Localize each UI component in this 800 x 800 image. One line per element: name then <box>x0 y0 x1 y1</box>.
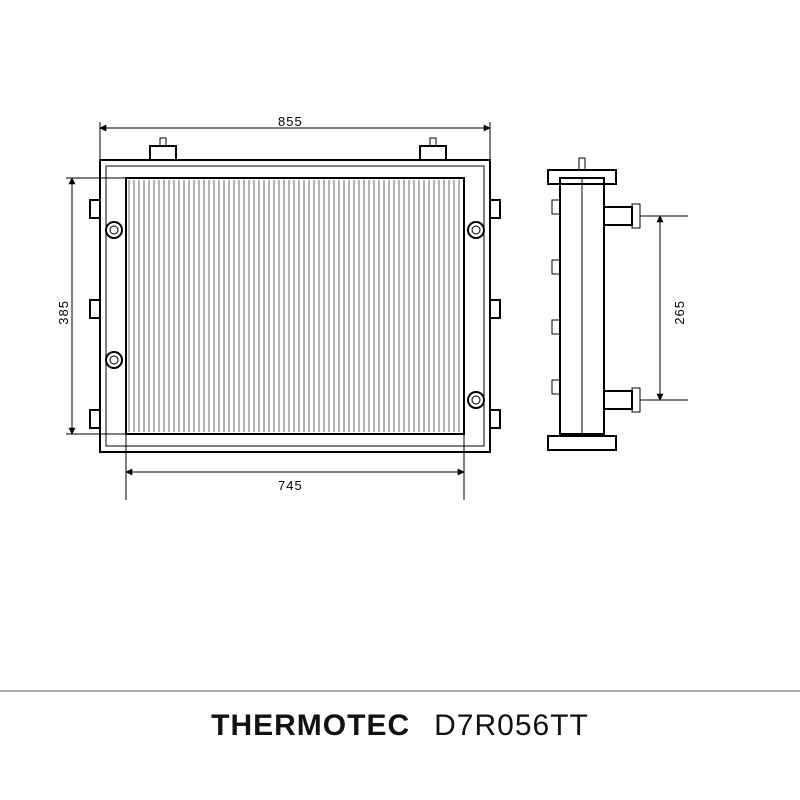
brand-name: THERMOTEC <box>211 709 410 743</box>
dimension-overall_width: 855 <box>278 114 303 129</box>
dimension-core_width: 745 <box>278 478 303 493</box>
dimension-port_span: 265 <box>672 300 687 325</box>
technical-drawing <box>0 0 800 800</box>
footer: THERMOTEC D7R056TT <box>0 690 800 760</box>
part-number: D7R056TT <box>434 709 589 743</box>
dimension-core_height: 385 <box>56 300 71 325</box>
